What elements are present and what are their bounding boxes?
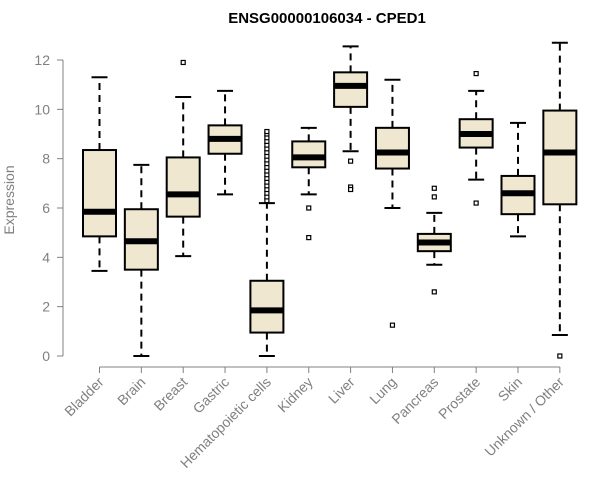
box-rect [542, 109, 578, 206]
y-tick-label: 10 [34, 101, 50, 117]
y-axis-label: Expression [1, 165, 17, 234]
box-rect [333, 71, 369, 108]
outlier-point [180, 59, 186, 66]
outlier-point [348, 158, 354, 164]
y-axis: 0 2 4 6 8 10 12 [34, 52, 64, 364]
box-5 [291, 126, 327, 241]
x-tick-label: Lung [366, 374, 399, 407]
x-tick-label: Kidney [274, 374, 316, 416]
box-8 [416, 185, 452, 295]
box-4 [249, 128, 285, 357]
chart-title: ENSG00000106034 - CPED1 [228, 10, 426, 27]
outlier-point [431, 289, 437, 295]
y-tick-label: 0 [42, 348, 50, 364]
y-tick-label: 4 [42, 249, 50, 265]
x-tick-label: Brain [114, 374, 148, 408]
box-0 [82, 76, 117, 272]
box-series [82, 41, 578, 359]
box-6 [333, 45, 369, 193]
x-tick-label: Bladder [61, 374, 107, 420]
box-9 [458, 70, 494, 206]
outlier-point [306, 235, 312, 241]
outlier-point [431, 185, 437, 191]
outlier-point [264, 128, 270, 135]
y-tick-label: 12 [34, 52, 50, 68]
box-1 [123, 163, 159, 357]
x-tick-label: Prostate [435, 374, 483, 422]
box-rect [82, 149, 117, 238]
box-3 [207, 89, 243, 196]
box-rect [165, 156, 201, 218]
outlier-point [389, 322, 396, 328]
x-tick-label: Pancreas [388, 374, 441, 427]
x-tick-label: Breast [150, 374, 190, 414]
box-10 [500, 121, 536, 238]
outlier-point [473, 200, 479, 206]
x-tick-label: Skin [495, 374, 526, 405]
x-tick-label: Liver [325, 374, 358, 407]
box-rect [374, 126, 410, 170]
box-2 [165, 59, 201, 258]
outlier-point [348, 186, 354, 193]
y-tick-label: 2 [42, 299, 50, 315]
y-tick-label: 6 [42, 200, 50, 216]
x-tick-label: Unknown / Other [481, 374, 567, 460]
outlier-point [557, 353, 563, 359]
y-tick-label: 8 [42, 151, 50, 167]
box-11 [542, 41, 578, 359]
box-rect [291, 140, 327, 169]
outlier-point [431, 194, 437, 200]
outlier-point [306, 205, 312, 211]
outlier-point [473, 70, 479, 77]
box-7 [374, 78, 410, 328]
box-rect [249, 279, 285, 334]
